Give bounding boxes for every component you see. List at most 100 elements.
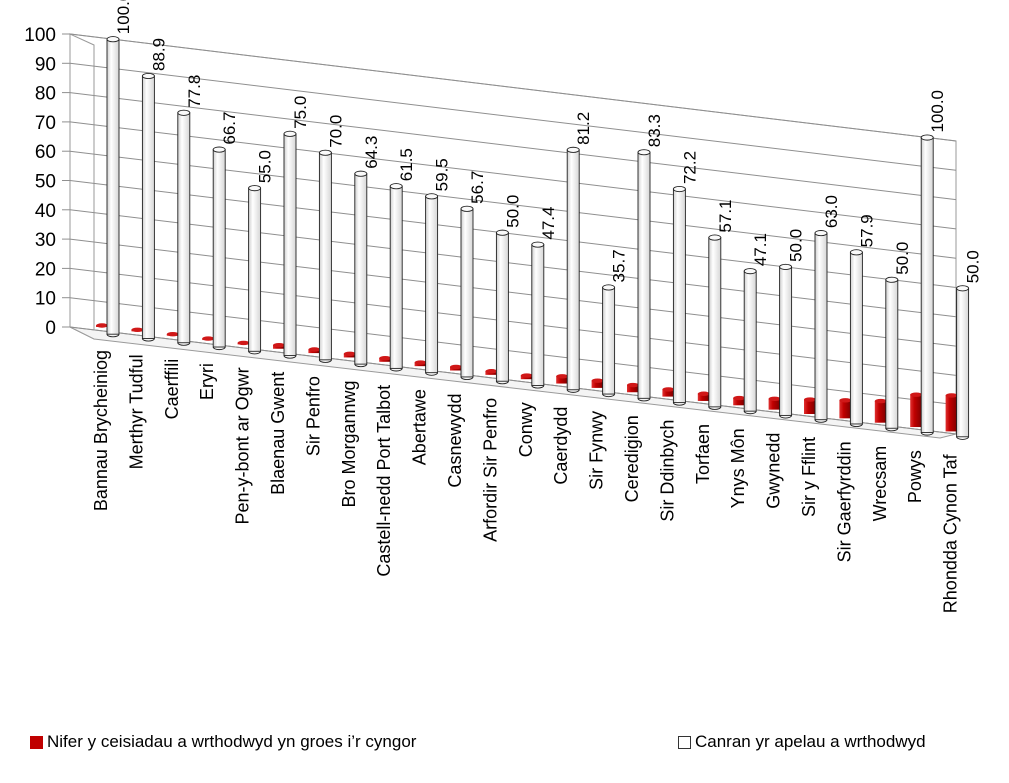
white-bar bbox=[248, 187, 262, 352]
data-labels: 100.0 88.9 77.8 66.7 55.0 75.0 70.0 64.3 61.5 59.… bbox=[114, 0, 983, 283]
white-bar-top bbox=[814, 230, 828, 237]
white-bar bbox=[637, 151, 651, 399]
white-bar bbox=[743, 270, 757, 412]
white-bar bbox=[460, 208, 474, 378]
red-bar bbox=[556, 376, 569, 384]
white-bar-base bbox=[425, 372, 439, 376]
data-label: 50.0 bbox=[787, 229, 806, 262]
white-bar bbox=[425, 195, 439, 374]
white-bar-base bbox=[389, 368, 403, 372]
data-label: 47.1 bbox=[751, 233, 770, 266]
red-bar-top bbox=[273, 342, 285, 348]
white-bar bbox=[318, 152, 332, 361]
white-bar bbox=[283, 133, 297, 357]
y-tick-label: 20 bbox=[35, 259, 56, 280]
white-bar-base bbox=[708, 406, 722, 410]
white-bar bbox=[141, 75, 155, 339]
white-bar-top bbox=[885, 276, 899, 283]
data-label: 59.5 bbox=[433, 158, 452, 191]
gridline bbox=[69, 62, 957, 171]
data-label: 57.9 bbox=[857, 214, 876, 247]
white-bar-base bbox=[212, 346, 226, 351]
white-bar-base bbox=[637, 398, 651, 402]
red-bar-top bbox=[166, 332, 179, 337]
x-tick-label: Wrecsam bbox=[870, 446, 890, 522]
red-bar-top bbox=[768, 396, 781, 402]
data-label: 66.7 bbox=[220, 111, 239, 144]
x-tick-label: Torfaen bbox=[693, 424, 713, 484]
white-bar-top bbox=[849, 249, 863, 256]
red-bar bbox=[910, 394, 923, 428]
data-label: 63.0 bbox=[822, 195, 841, 228]
red-bar-top bbox=[237, 340, 250, 346]
red-bar bbox=[804, 399, 816, 414]
data-label: 50.0 bbox=[893, 242, 912, 275]
white-bar-top bbox=[248, 185, 262, 192]
data-label: 56.7 bbox=[468, 171, 487, 204]
y-tick-label: 10 bbox=[35, 289, 56, 310]
y-tick-label: 60 bbox=[35, 142, 56, 163]
white-bar-base bbox=[566, 389, 580, 393]
white-bar-base bbox=[460, 376, 474, 380]
red-bar-top bbox=[556, 374, 569, 379]
white-bar-top bbox=[956, 285, 970, 292]
x-tick-label: Blaenau Gwent bbox=[268, 372, 288, 495]
white-bar-base bbox=[177, 342, 191, 346]
white-bar-top bbox=[460, 205, 474, 212]
red-bar-top bbox=[662, 387, 675, 392]
red-bar-top bbox=[520, 373, 533, 378]
y-tick-label: 70 bbox=[35, 113, 56, 134]
x-tick-label: Ceredigion bbox=[622, 415, 642, 502]
white-bar bbox=[177, 112, 191, 344]
white-bar-base bbox=[495, 381, 509, 385]
y-tick-label: 90 bbox=[35, 54, 56, 75]
x-tick-label: Powys bbox=[905, 450, 925, 503]
bars bbox=[96, 36, 970, 440]
red-bar bbox=[627, 385, 639, 393]
red-bar bbox=[697, 393, 710, 401]
gridline bbox=[69, 121, 957, 230]
red-bar-top bbox=[414, 360, 427, 365]
red-bar-top bbox=[308, 347, 321, 352]
x-tick-label: Bannau Brycheiniog bbox=[91, 350, 111, 511]
legend-label-series-1: Nifer y ceisiadau a wrthodwyd yn groes i… bbox=[47, 732, 417, 751]
white-bar-base bbox=[849, 423, 863, 428]
white-bar-top bbox=[354, 170, 368, 177]
gridline bbox=[69, 33, 957, 142]
x-tick-label: Caerffili bbox=[162, 359, 182, 420]
white-bar bbox=[212, 149, 226, 348]
white-bar-base bbox=[672, 402, 686, 406]
data-label: 61.5 bbox=[397, 148, 416, 181]
data-label: 88.9 bbox=[149, 38, 168, 71]
red-bar bbox=[945, 395, 958, 432]
white-bar bbox=[885, 279, 899, 429]
data-label: 100.0 bbox=[114, 0, 133, 34]
white-bar-top bbox=[283, 130, 297, 137]
white-bar-base bbox=[248, 351, 262, 355]
y-tick-label: 40 bbox=[35, 201, 56, 222]
red-bar bbox=[591, 380, 604, 388]
white-bar bbox=[354, 173, 368, 365]
red-bar-top bbox=[450, 364, 462, 370]
white-bar bbox=[106, 38, 120, 335]
y-tick-label: 30 bbox=[35, 230, 56, 251]
y-tick-label: 80 bbox=[35, 84, 56, 105]
white-bar-top bbox=[708, 234, 722, 241]
x-tick-label: Casnewydd bbox=[445, 394, 465, 488]
white-bar-top bbox=[920, 134, 934, 141]
x-tick-label: Sir Penfro bbox=[303, 376, 323, 456]
data-label: 70.0 bbox=[326, 115, 345, 148]
white-bar-base bbox=[885, 428, 899, 432]
white-bar-top bbox=[779, 263, 793, 270]
red-bar bbox=[662, 389, 675, 397]
white-bar-base bbox=[354, 363, 368, 368]
white-bar-top bbox=[106, 36, 120, 43]
white-bar bbox=[389, 185, 403, 369]
white-bar-top bbox=[495, 229, 509, 236]
red-bar-top bbox=[627, 382, 639, 388]
white-bar-top bbox=[318, 149, 332, 156]
red-bar-top bbox=[910, 392, 923, 397]
data-label: 57.1 bbox=[716, 199, 735, 232]
white-bar bbox=[814, 232, 828, 421]
